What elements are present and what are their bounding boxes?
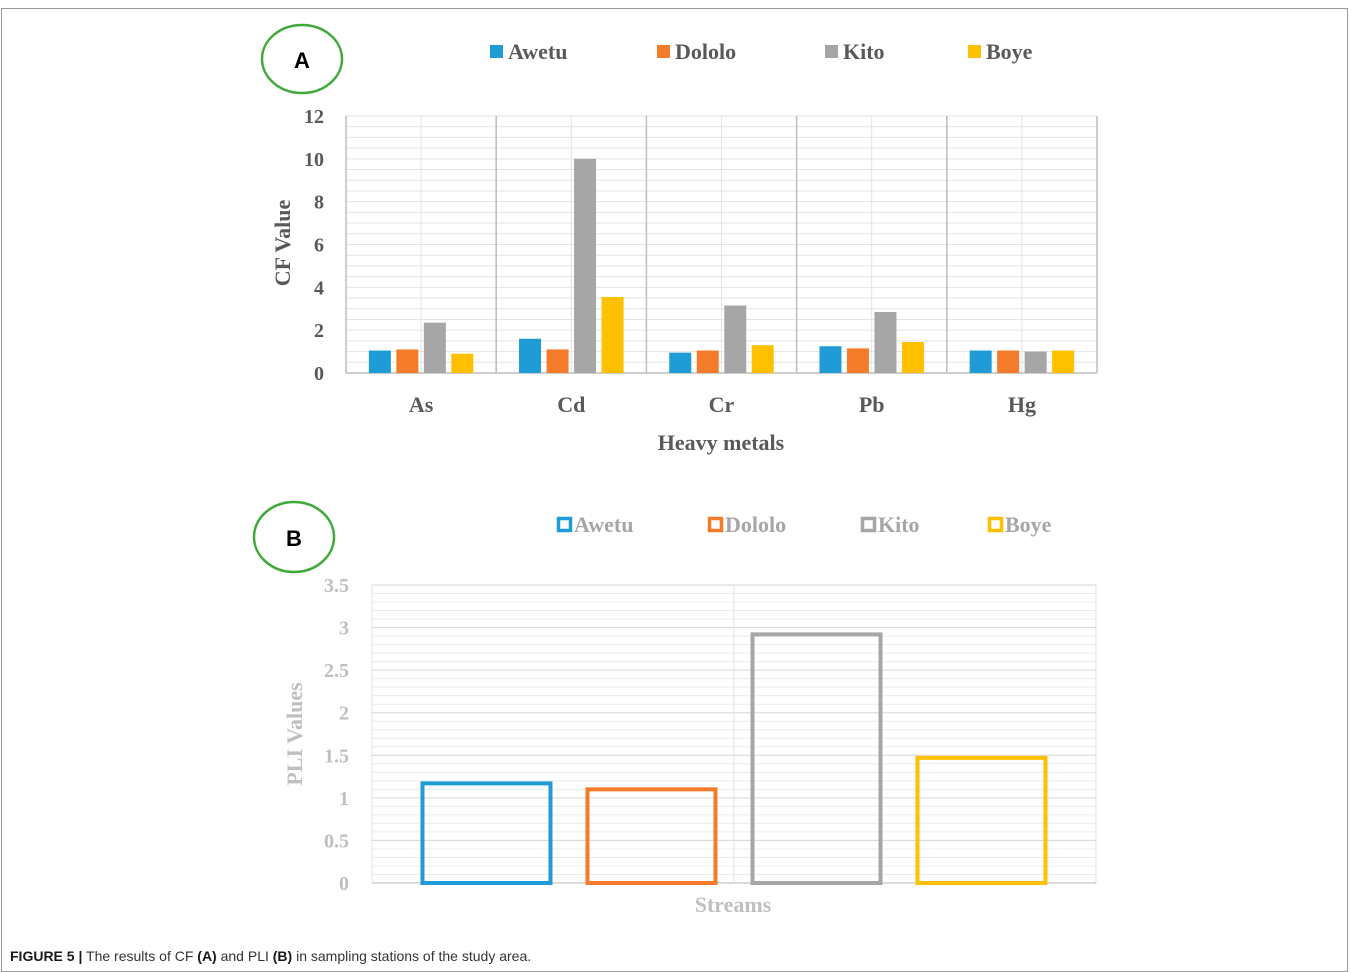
x-axis-label-b: Streams (695, 892, 772, 917)
bars-b (420, 632, 1048, 886)
bar-dololo-cr (696, 350, 719, 373)
y-tick-label-b: 1 (339, 788, 349, 810)
bar-boye-hg (1052, 350, 1075, 373)
bar-boye-pb (901, 341, 924, 373)
bar-dololo-hg (997, 350, 1020, 373)
legend-label-awetu-b: Awetu (574, 512, 633, 537)
y-tick-label-b: 3.5 (324, 575, 349, 597)
bar-boye-cr (751, 345, 774, 373)
bar-kito-hg (1024, 351, 1047, 373)
caption-ref-a: (A) (197, 948, 217, 964)
y-tick-label-b: 2 (339, 703, 349, 725)
legend-swatch-boye (968, 45, 981, 58)
bar-kito (750, 632, 883, 886)
legend-swatch-kito-b (860, 516, 877, 533)
caption-label: FIGURE 5 | (10, 948, 83, 964)
y-axis-label-a: CF Value (270, 199, 295, 286)
legend-swatch-boye-b (987, 516, 1004, 533)
y-tick-label-a: 12 (304, 106, 324, 128)
bar-dololo (585, 787, 718, 885)
bar-kito-cd (574, 158, 597, 373)
y-tick-label-a: 0 (314, 363, 324, 385)
y-tick-label-b: 2.5 (324, 660, 349, 682)
legend-label-kito-b: Kito (878, 512, 920, 537)
x-category-label-a: As (409, 392, 434, 417)
bar-boye-as (451, 353, 474, 373)
x-axis-label-a: Heavy metals (658, 430, 785, 455)
legend-a: Awetu Dololo Kito Boye (490, 39, 1033, 64)
y-tick-label-a: 2 (314, 320, 324, 342)
y-tick-label-b: 3 (339, 618, 349, 640)
x-category-label-a: Pb (859, 392, 885, 417)
legend-label-kito: Kito (843, 39, 885, 64)
legend-label-boye: Boye (986, 39, 1033, 64)
bar-awetu-hg (969, 350, 992, 373)
legend-label-boye-b: Boye (1005, 512, 1052, 537)
panel-b-label: B (286, 526, 302, 551)
caption-ref-b: (B) (272, 948, 293, 964)
legend-swatch-dololo (657, 45, 670, 58)
bar-boye-cd (601, 296, 624, 373)
legend-swatch-awetu-b (556, 516, 573, 533)
legend-label-awetu: Awetu (508, 39, 567, 64)
y-tick-label-a: 6 (314, 235, 324, 257)
x-categories-a: As Cd Cr Pb Hg (409, 392, 1036, 417)
bars-a (368, 158, 1075, 373)
bar-awetu-cr (669, 352, 692, 373)
legend-label-dololo-b: Dololo (725, 512, 786, 537)
bar-awetu-cd (519, 338, 542, 373)
legend-swatch-awetu (490, 45, 503, 58)
y-ticks-b: 0 0.5 1 1.5 2 2.5 3 3.5 (324, 575, 349, 895)
bar-awetu-pb (819, 346, 842, 373)
caption-text-1: The results of CF (86, 948, 194, 964)
bar-boye (915, 755, 1048, 886)
y-tick-label-b: 0.5 (324, 830, 349, 852)
bar-kito-pb (874, 311, 897, 373)
y-axis-label-b: PLI Values (282, 682, 307, 786)
bar-kito-cr (724, 305, 747, 373)
bar-awetu-as (368, 350, 391, 373)
grid-b (371, 584, 1097, 884)
figure-frame (1, 8, 1348, 972)
bar-dololo-pb (846, 348, 869, 373)
y-ticks-a: 0 2 4 6 8 10 12 (304, 106, 324, 385)
bar-dololo-cd (546, 349, 569, 373)
caption-text-3: in sampling stations of the study area. (296, 948, 532, 964)
y-tick-label-a: 10 (304, 149, 324, 171)
x-category-label-a: Cr (709, 392, 735, 417)
panel-b-circle (252, 500, 336, 574)
legend-label-dololo: Dololo (675, 39, 736, 64)
chart-b: B Awetu Dololo Kito Boye 0 0.5 1 1.5 2 2.5 3 3.5 P… (252, 500, 1097, 917)
y-tick-label-b: 1.5 (324, 745, 349, 767)
grid-a (345, 115, 1098, 374)
y-tick-label-b: 0 (339, 873, 349, 895)
legend-swatch-kito (825, 45, 838, 58)
y-tick-label-a: 4 (314, 277, 324, 299)
bar-dololo-as (396, 349, 419, 373)
chart-a: A Awetu Dololo Kito Boye 0 2 4 6 8 10 12 As Cd Cr Pb… (260, 23, 1098, 455)
caption-text-2: and PLI (220, 948, 269, 964)
x-category-label-a: Hg (1008, 392, 1036, 417)
legend-b: Awetu Dololo Kito Boye (556, 512, 1052, 537)
x-category-label-a: Cd (557, 392, 585, 417)
panel-a-circle (260, 23, 344, 95)
bar-awetu (420, 781, 553, 886)
y-tick-label-a: 8 (314, 192, 324, 214)
figure-caption: FIGURE 5 | The results of CF (A) and PLI… (10, 948, 1210, 968)
panel-a-label: A (294, 48, 310, 73)
legend-swatch-dololo-b (707, 516, 724, 533)
bar-kito-as (423, 322, 446, 373)
